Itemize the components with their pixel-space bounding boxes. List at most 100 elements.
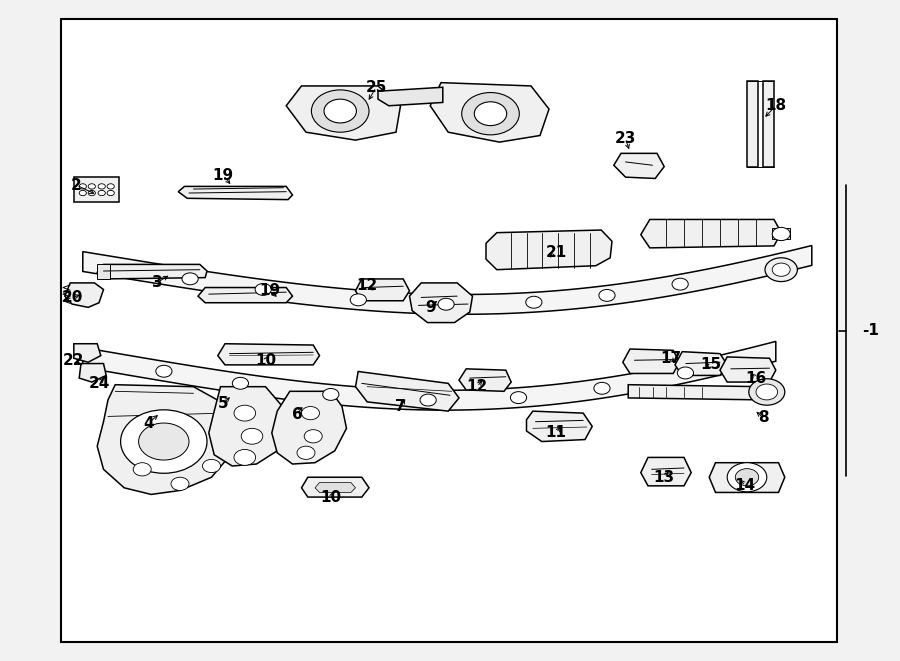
Polygon shape (83, 341, 776, 410)
Text: 20: 20 (61, 290, 83, 305)
Polygon shape (97, 385, 236, 494)
Circle shape (311, 90, 369, 132)
Circle shape (241, 428, 263, 444)
Polygon shape (97, 264, 207, 279)
Text: 6: 6 (292, 407, 302, 422)
Polygon shape (772, 228, 790, 239)
Circle shape (234, 405, 256, 421)
Polygon shape (641, 457, 691, 486)
Circle shape (79, 190, 86, 196)
Text: 8: 8 (758, 410, 769, 425)
Circle shape (462, 93, 519, 135)
Circle shape (672, 278, 688, 290)
Polygon shape (74, 177, 119, 202)
Polygon shape (302, 477, 369, 497)
Polygon shape (486, 230, 612, 270)
Polygon shape (628, 385, 763, 400)
Polygon shape (641, 219, 781, 248)
Polygon shape (198, 288, 292, 303)
Polygon shape (272, 391, 346, 464)
Circle shape (202, 459, 220, 473)
Text: 2: 2 (71, 178, 82, 192)
Circle shape (297, 446, 315, 459)
Text: 16: 16 (745, 371, 767, 385)
Circle shape (594, 382, 610, 394)
Text: 19: 19 (259, 284, 281, 298)
Text: 4: 4 (143, 416, 154, 430)
Polygon shape (97, 264, 110, 279)
Text: 11: 11 (545, 426, 567, 440)
Text: 25: 25 (365, 80, 387, 95)
Circle shape (98, 190, 105, 196)
Text: 7: 7 (395, 399, 406, 414)
Polygon shape (209, 387, 288, 466)
Polygon shape (286, 86, 400, 140)
Circle shape (88, 190, 95, 196)
Text: -1: -1 (862, 323, 879, 338)
Circle shape (735, 469, 759, 486)
Text: 10: 10 (320, 490, 342, 504)
Text: 17: 17 (660, 351, 681, 366)
Polygon shape (459, 369, 511, 391)
Polygon shape (356, 279, 410, 301)
Circle shape (171, 477, 189, 490)
Text: 10: 10 (255, 353, 276, 368)
Polygon shape (83, 245, 812, 314)
Circle shape (88, 184, 95, 189)
Polygon shape (79, 364, 106, 382)
Circle shape (304, 430, 322, 443)
Circle shape (323, 389, 339, 401)
Circle shape (350, 294, 366, 306)
Polygon shape (218, 344, 320, 365)
Circle shape (156, 366, 172, 377)
Polygon shape (709, 463, 785, 492)
Circle shape (121, 410, 207, 473)
Text: 21: 21 (545, 245, 567, 260)
Circle shape (765, 258, 797, 282)
Circle shape (474, 102, 507, 126)
Polygon shape (356, 371, 459, 411)
Circle shape (302, 407, 319, 420)
Circle shape (420, 394, 436, 406)
Polygon shape (614, 153, 664, 178)
Circle shape (598, 290, 615, 301)
Circle shape (98, 184, 105, 189)
Text: 12: 12 (356, 278, 378, 293)
Circle shape (234, 449, 256, 465)
Circle shape (772, 227, 790, 241)
Polygon shape (74, 344, 101, 362)
Circle shape (139, 423, 189, 460)
Text: 22: 22 (63, 353, 85, 368)
Circle shape (107, 190, 114, 196)
Circle shape (678, 367, 694, 379)
Polygon shape (675, 352, 727, 375)
Circle shape (79, 184, 86, 189)
Circle shape (727, 463, 767, 492)
Circle shape (133, 463, 151, 476)
Circle shape (749, 379, 785, 405)
Text: 13: 13 (653, 470, 675, 485)
Text: 23: 23 (615, 132, 636, 146)
Text: 15: 15 (700, 358, 722, 372)
Polygon shape (747, 81, 758, 167)
Text: 19: 19 (212, 168, 234, 182)
Circle shape (324, 99, 356, 123)
Circle shape (182, 273, 198, 285)
Polygon shape (378, 87, 443, 106)
Text: 14: 14 (734, 479, 756, 493)
Text: 9: 9 (425, 300, 436, 315)
Polygon shape (763, 81, 774, 167)
Circle shape (232, 377, 248, 389)
Circle shape (255, 284, 271, 295)
Text: 3: 3 (152, 275, 163, 290)
Circle shape (510, 392, 526, 404)
Text: 18: 18 (765, 98, 787, 113)
Polygon shape (315, 483, 356, 492)
Circle shape (526, 296, 542, 308)
Polygon shape (430, 83, 549, 142)
Circle shape (107, 184, 114, 189)
Text: 24: 24 (88, 376, 110, 391)
Polygon shape (410, 283, 472, 323)
Polygon shape (526, 411, 592, 442)
Circle shape (756, 384, 778, 400)
